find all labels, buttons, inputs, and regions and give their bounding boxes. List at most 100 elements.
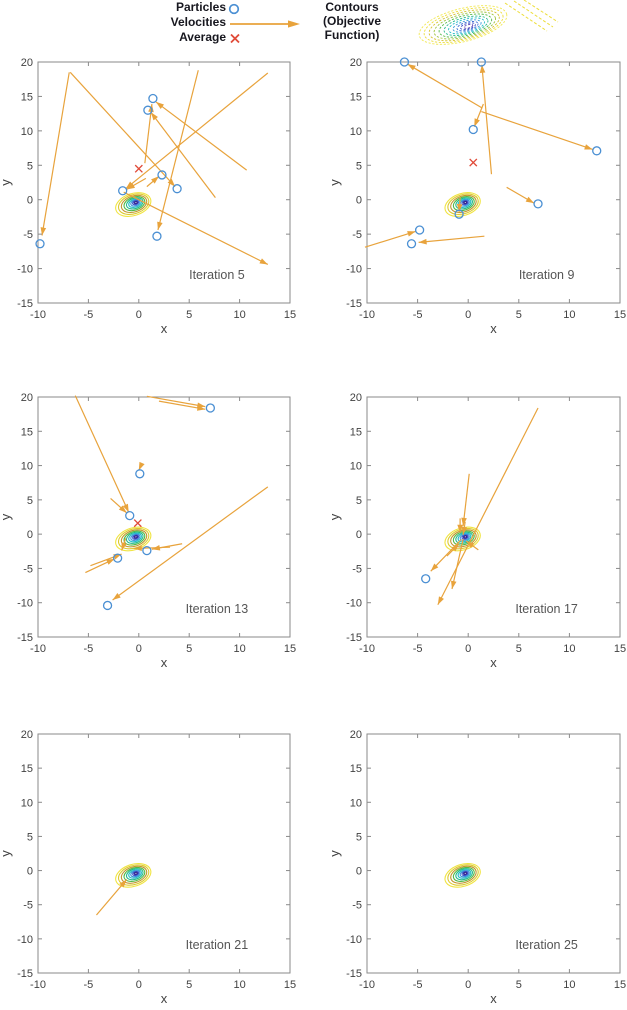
contour-ring	[130, 870, 141, 878]
velocity-arrow	[150, 111, 216, 199]
thumbnail-contour-ring	[448, 17, 485, 35]
legend-marker-labels: Particles Velocities Average	[0, 0, 226, 45]
x-tick-label: 5	[186, 979, 192, 991]
y-tick-label: 20	[21, 729, 33, 741]
x-tick-label: 10	[233, 309, 245, 321]
contour-ring	[457, 869, 472, 879]
velocity-arrow	[126, 177, 147, 190]
y-tick-label: 10	[21, 126, 33, 138]
contour-ring	[115, 192, 152, 217]
particle-marker	[421, 574, 431, 584]
contour-ring	[450, 865, 477, 884]
thumbnail-contour-line	[504, 2, 548, 32]
contour-ring	[444, 862, 481, 888]
particle-marker	[118, 186, 128, 196]
particle-marker	[152, 231, 162, 241]
arrowhead	[451, 543, 460, 552]
arrowhead	[151, 176, 159, 184]
thumbnail-contour-ring	[423, 7, 504, 44]
x-tick-label: 0	[465, 979, 471, 991]
velocity-arrow	[479, 64, 493, 175]
contour-ring	[132, 534, 140, 540]
particle-marker	[205, 403, 216, 413]
contour-ring	[461, 534, 469, 540]
contour-ring	[132, 200, 140, 206]
arrowhead	[122, 503, 129, 513]
y-tick-label: -5	[23, 563, 33, 575]
velocity-arrow	[96, 879, 128, 916]
velocity-arrow	[430, 539, 462, 572]
y-tick-label: 15	[21, 763, 33, 775]
iteration-label: Iteration 17	[515, 602, 578, 616]
particle-marker	[172, 184, 182, 194]
iteration-label: Iteration 25	[515, 938, 578, 952]
y-axis-label: y	[0, 179, 13, 186]
y-tick-label: -5	[352, 563, 362, 575]
velocity-arrow	[155, 101, 248, 171]
y-tick-label: -10	[17, 598, 33, 610]
contour-ring	[447, 193, 479, 216]
y-tick-label: -5	[23, 229, 33, 241]
iteration-label: Iteration 13	[186, 602, 249, 616]
arrowhead	[259, 258, 268, 265]
x-tick-label: -5	[413, 309, 423, 321]
particle-marker	[135, 469, 145, 479]
x-tick-label: -5	[84, 979, 94, 991]
thumbnail-contour-ring	[433, 11, 496, 40]
x-tick-label: 0	[465, 643, 471, 655]
y-tick-label: -10	[17, 934, 33, 946]
velocity-arrow	[146, 395, 206, 408]
x-tick-label: 0	[136, 309, 142, 321]
x-tick-label: 15	[614, 309, 626, 321]
contour-ring	[461, 200, 469, 206]
arrowhead	[121, 542, 127, 551]
particle-marker	[157, 170, 167, 180]
y-axis-label: y	[327, 513, 342, 520]
axes-box	[37, 61, 291, 304]
x-tick-label: 10	[563, 309, 575, 321]
velocity-arrow	[473, 103, 484, 127]
x-tick-label: 5	[516, 979, 522, 991]
velocity-arrow	[457, 518, 463, 533]
contour-ring	[123, 196, 146, 212]
thumbnail-contour-ring	[428, 9, 500, 42]
velocity-arrow	[158, 400, 206, 411]
y-tick-label: 0	[356, 529, 362, 541]
arrowhead	[155, 101, 165, 109]
arrowhead	[125, 181, 134, 189]
arrowhead	[126, 182, 136, 190]
velocity-arrow	[481, 111, 593, 151]
velocity-arrow	[138, 461, 145, 471]
x-tick-label: -5	[84, 643, 94, 655]
particle-marker	[406, 239, 417, 249]
arrowhead	[407, 64, 416, 71]
x-tick-label: 10	[563, 643, 575, 655]
arrowhead	[474, 118, 480, 127]
y-tick-label: 0	[356, 195, 362, 207]
x-axis-label: x	[490, 991, 497, 1006]
legend: Particles Velocities Average Contours (O…	[0, 0, 627, 54]
y-tick-label: 15	[350, 91, 362, 103]
y-tick-label: -15	[346, 632, 362, 644]
legend-label-contours: Contours (Objective Function)	[322, 0, 382, 42]
y-tick-label: 10	[350, 461, 362, 473]
average-marker	[133, 519, 142, 528]
y-tick-label: 15	[21, 91, 33, 103]
y-tick-label: 0	[27, 866, 33, 878]
arrowhead	[196, 405, 206, 411]
x-tick-label: -10	[359, 979, 375, 991]
y-tick-label: -10	[346, 264, 362, 276]
arrowhead	[157, 221, 163, 231]
y-tick-label: 0	[27, 195, 33, 207]
arrowhead	[119, 879, 127, 888]
contour-ring	[463, 200, 468, 205]
thumbnail-contour-ring	[443, 15, 489, 36]
particle-marker	[454, 209, 464, 219]
arrowhead	[479, 64, 486, 73]
iteration-label: Iteration 9	[519, 268, 575, 282]
particle-marker	[592, 146, 602, 156]
legend-label-particles: Particles	[175, 0, 226, 14]
velocity-arrow	[69, 71, 176, 188]
contour-ring	[450, 194, 477, 214]
